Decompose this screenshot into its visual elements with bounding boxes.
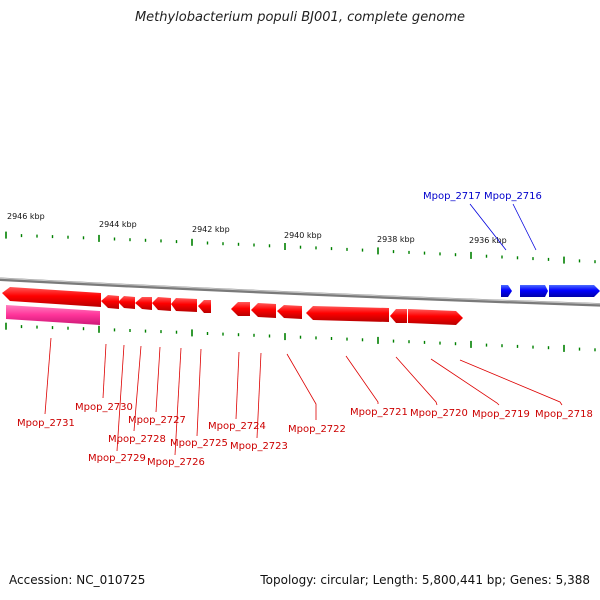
gene-arrow-mpop-2726[interactable] — [152, 297, 171, 311]
gene-label-mpop-2728[interactable]: Mpop_2728 — [108, 434, 166, 445]
gene-label-mpop-2724[interactable]: Mpop_2724 — [208, 421, 266, 432]
gene-arrow-mpop-2727[interactable] — [135, 297, 152, 310]
gene-label-mpop-2716[interactable]: Mpop_2716 — [484, 191, 542, 202]
accession-label: Accession: NC_010725 — [9, 573, 146, 587]
gene-arrow-mpop-2729[interactable] — [101, 295, 119, 309]
gene-label-mpop-2726[interactable]: Mpop_2726 — [147, 457, 205, 468]
ruler-label: 2944 kbp — [99, 220, 137, 229]
gene-arrow-mpop-2731[interactable] — [6, 305, 100, 325]
ruler-label: 2938 kbp — [377, 235, 415, 244]
gene-label-mpop-2722[interactable]: Mpop_2722 — [288, 424, 346, 435]
gene-arrow-mpop-2717[interactable] — [501, 285, 512, 297]
gene-leader-lines — [44, 203, 563, 456]
gene-label-mpop-2730[interactable]: Mpop_2730 — [75, 402, 133, 413]
map-title: Methylobacterium populi BJ001, complete … — [134, 10, 466, 25]
ruler-label: 2942 kbp — [192, 225, 230, 234]
ruler-labels: 2946 kbp 2944 kbp 2942 kbp 2940 kbp 2938 kbp… — [7, 212, 507, 245]
gene-arrow-mpop-2719[interactable] — [408, 309, 463, 325]
gene-label-mpop-2720[interactable]: Mpop_2720 — [410, 408, 468, 419]
ruler-label: 2946 kbp — [7, 212, 45, 221]
gene-label-mpop-2731[interactable]: Mpop_2731 — [17, 418, 75, 429]
gene-label-mpop-2719[interactable]: Mpop_2719 — [472, 409, 530, 420]
gene-arrow-mpop-2724[interactable] — [231, 302, 250, 316]
gene-arrow-mpop-2730[interactable] — [2, 287, 101, 307]
gene-arrow-mpop-2725[interactable] — [171, 298, 197, 312]
gene-arrow-mpop-2716b[interactable] — [549, 285, 600, 297]
reverse-strand-genes — [2, 287, 463, 325]
gene-label-mpop-2723[interactable]: Mpop_2723 — [230, 441, 288, 452]
gene-label-mpop-2721[interactable]: Mpop_2721 — [350, 407, 408, 418]
genome-backbone-highlight — [0, 277, 600, 305]
gene-label-mpop-2718[interactable]: Mpop_2718 — [535, 409, 593, 420]
gene-labels: Mpop_2731 Mpop_2730 Mpop_2729 Mpop_2728 … — [17, 191, 593, 468]
gene-arrow-mpop-2723[interactable] — [251, 303, 276, 318]
gene-label-mpop-2729[interactable]: Mpop_2729 — [88, 453, 146, 464]
gene-arrow-mpop-2716a[interactable] — [520, 285, 548, 297]
gene-arrow-mpop-2722[interactable] — [277, 305, 302, 319]
topology-label: Topology: circular; Length: 5,800,441 bp… — [260, 573, 590, 587]
gene-arrow-mpop-2721[interactable] — [306, 306, 389, 322]
forward-strand-genes — [501, 285, 600, 297]
genome-backbone — [0, 277, 600, 307]
ruler-label: 2940 kbp — [284, 231, 322, 240]
gene-label-mpop-2717[interactable]: Mpop_2717 — [423, 191, 481, 202]
gene-arrow-mpop-2728[interactable] — [118, 296, 135, 309]
ruler-label: 2936 kbp — [469, 236, 507, 245]
gene-arrow-mpop-2720[interactable] — [390, 309, 407, 323]
gene-label-mpop-2725[interactable]: Mpop_2725 — [170, 438, 228, 449]
ruler-ticks-bottom — [5, 322, 596, 352]
ruler-ticks-top — [5, 231, 596, 264]
gene-arrow-mpop-2724b[interactable] — [198, 300, 211, 313]
gene-label-mpop-2727[interactable]: Mpop_2727 — [128, 415, 186, 426]
